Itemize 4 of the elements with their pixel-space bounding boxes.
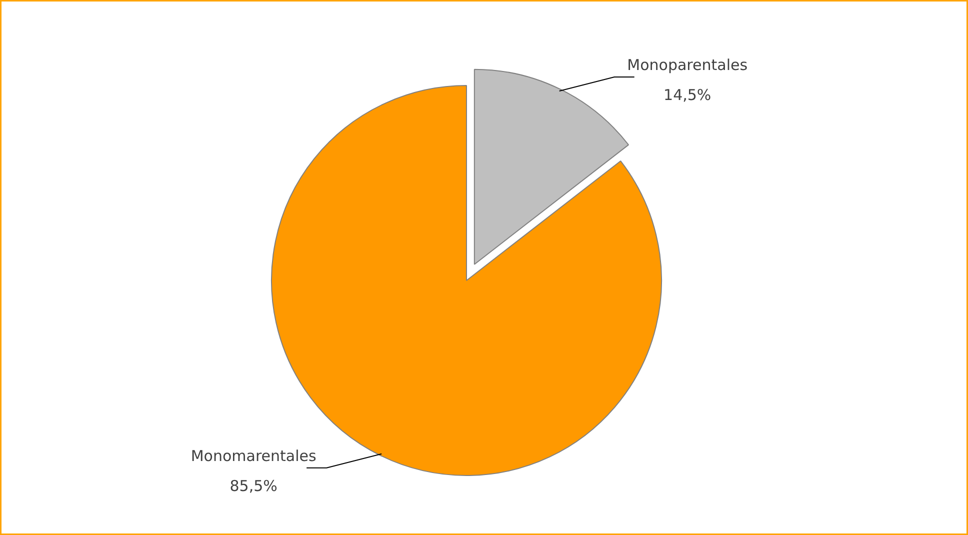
data-label: 85,5% [230, 476, 278, 495]
slice-label: Monomarentales [190, 446, 316, 465]
data-label: 14,5% [664, 86, 712, 104]
slice-label: Monoparentales [627, 56, 748, 74]
